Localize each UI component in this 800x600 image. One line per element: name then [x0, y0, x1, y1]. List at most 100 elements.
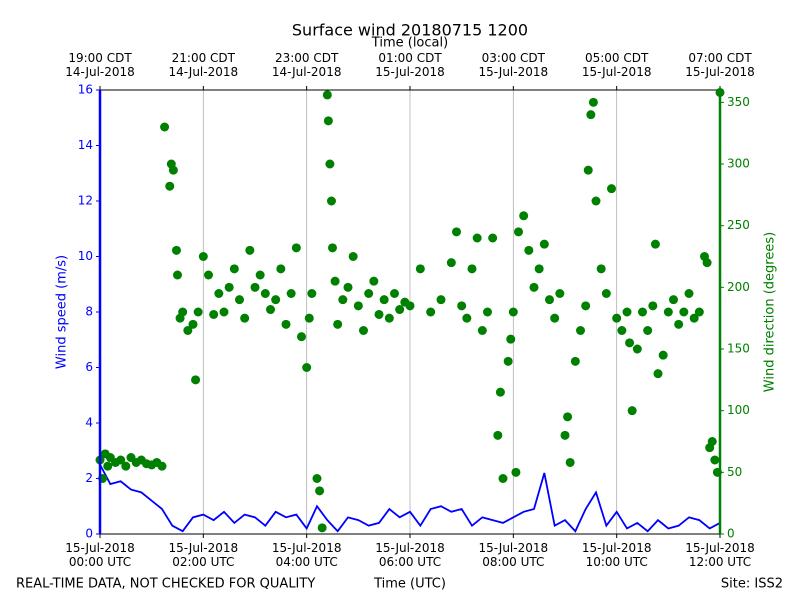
- wind-direction-point: [583, 165, 593, 175]
- x-tick-label: 15-Jul-2018 02:00 UTC: [168, 541, 239, 569]
- y2-tick-label: 200: [727, 280, 750, 294]
- wind-direction-point: [219, 307, 229, 317]
- wind-direction-point: [178, 307, 188, 317]
- wind-direction-point: [191, 375, 201, 385]
- wind-direction-point: [591, 196, 601, 206]
- y2-tick-label: 50: [727, 465, 742, 479]
- y2-axis-label: Wind direction (degrees): [763, 232, 778, 392]
- wind-direction-point: [519, 211, 529, 221]
- x-tick-label: 15-Jul-2018 04:00 UTC: [271, 541, 342, 569]
- wind-direction-point: [245, 245, 255, 255]
- y-tick-label: 10: [78, 249, 93, 263]
- y-tick-label: 16: [78, 83, 93, 97]
- x-tick-label: 15-Jul-2018 00:00 UTC: [65, 541, 135, 569]
- y2-tick-label: 250: [727, 218, 750, 232]
- y-tick-label: 14: [78, 138, 93, 152]
- wind-direction-point: [326, 196, 336, 206]
- wind-direction-point: [103, 461, 113, 471]
- wind-direction-point: [250, 282, 260, 292]
- wind-direction-point: [173, 270, 182, 280]
- wind-direction-point: [674, 319, 684, 329]
- wind-direction-point: [457, 301, 467, 311]
- wind-direction-point: [235, 295, 244, 305]
- x-tick-label: 15-Jul-2018 12:00 UTC: [685, 541, 755, 569]
- wind-direction-point: [545, 295, 554, 305]
- wind-direction-point: [658, 350, 668, 360]
- wind-direction-point: [312, 474, 322, 483]
- wind-direction-point: [627, 406, 637, 416]
- wind-direction-point: [689, 313, 699, 323]
- wind-direction-point: [452, 227, 461, 237]
- y2-tick-label: 0: [727, 527, 735, 541]
- wind-direction-point: [379, 295, 389, 305]
- wind-direction-point: [570, 356, 580, 366]
- wind-direction-point: [395, 305, 405, 315]
- wind-direction-point: [323, 116, 333, 126]
- wind-direction-point: [550, 313, 560, 323]
- wind-direction-point: [669, 295, 678, 305]
- y2-tick-label: 150: [727, 342, 750, 356]
- wind-direction-point: [330, 276, 340, 286]
- wind-direction-point: [188, 319, 198, 329]
- wind-direction-point: [255, 270, 265, 280]
- x-axis-label: Time (UTC): [373, 577, 446, 592]
- x2-tick-label: 01:00 CDT 15-Jul-2018: [375, 51, 445, 79]
- x2-tick-label: 03:00 CDT 15-Jul-2018: [478, 51, 549, 79]
- wind-direction-point: [260, 289, 270, 298]
- wind-direction-point: [276, 264, 286, 274]
- x-tick-label: 15-Jul-2018 10:00 UTC: [581, 541, 652, 569]
- wind-direction-point: [555, 289, 565, 298]
- y-tick-label: 8: [85, 305, 93, 319]
- wind-direction-point: [322, 90, 332, 100]
- wind-direction-point: [539, 239, 549, 249]
- wind-direction-point: [648, 301, 658, 311]
- wind-direction-point: [343, 282, 353, 292]
- wind-direction-point: [588, 97, 598, 107]
- y-tick-label: 12: [78, 194, 93, 208]
- wind-direction-point: [710, 455, 720, 465]
- wind-direction-point: [596, 264, 606, 274]
- wind-direction-point: [581, 301, 591, 311]
- wind-direction-point: [198, 252, 208, 261]
- wind-direction-point: [493, 430, 503, 440]
- y2-tick-label: 350: [727, 95, 750, 109]
- wind-direction-point: [622, 307, 632, 317]
- wind-direction-point: [653, 369, 663, 379]
- wind-direction-point: [369, 276, 379, 286]
- wind-direction-point: [193, 307, 203, 317]
- wind-direction-point: [446, 258, 456, 268]
- y-axis-label: Wind speed (m/s): [55, 255, 70, 369]
- footer-note: REAL-TIME DATA, NOT CHECKED FOR QUALITY: [16, 577, 315, 592]
- wind-direction-point: [694, 307, 704, 317]
- wind-direction-point: [291, 243, 301, 253]
- y-tick-label: 4: [85, 416, 93, 430]
- wind-direction-point: [650, 239, 660, 249]
- wind-direction-point: [348, 252, 358, 261]
- wind-direction-point: [286, 289, 296, 298]
- wind-direction-point: [266, 305, 275, 315]
- wind-direction-point: [436, 295, 446, 305]
- wind-direction-point: [121, 461, 131, 471]
- wind-direction-point: [565, 457, 575, 467]
- wind-direction-point: [338, 295, 348, 305]
- wind-direction-point: [307, 289, 317, 298]
- wind-direction-point: [607, 184, 616, 194]
- wind-direction-point: [165, 181, 175, 191]
- wind-direction-point: [529, 282, 539, 292]
- wind-direction-point: [511, 467, 521, 477]
- wind-direction-point: [617, 326, 627, 335]
- wind-direction-point: [415, 264, 425, 274]
- wind-direction-point: [679, 307, 689, 317]
- chart-title: Surface wind 20180715 1200: [292, 21, 528, 40]
- top-axis-label: Time (local): [371, 36, 448, 51]
- wind-direction-point: [204, 270, 213, 280]
- wind-direction-point: [472, 233, 482, 243]
- wind-direction-point: [317, 523, 327, 533]
- wind-direction-point: [498, 474, 508, 483]
- wind-direction-point: [364, 289, 374, 298]
- wind-direction-point: [506, 334, 516, 344]
- y2-tick-label: 100: [727, 403, 750, 417]
- wind-direction-point: [612, 313, 622, 323]
- wind-direction-point: [560, 430, 570, 440]
- wind-direction-point: [374, 309, 384, 319]
